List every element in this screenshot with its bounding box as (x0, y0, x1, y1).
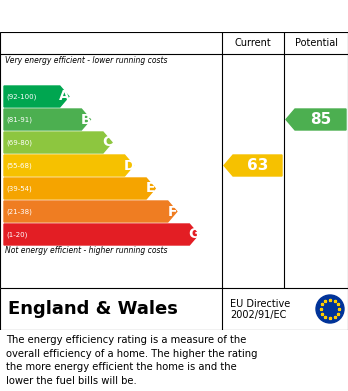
Text: EU Directive: EU Directive (230, 299, 290, 309)
Text: Current: Current (235, 38, 271, 48)
Text: E: E (146, 181, 156, 196)
Text: D: D (123, 158, 135, 172)
Text: (81-91): (81-91) (6, 116, 32, 123)
Text: B: B (81, 113, 91, 127)
Text: G: G (188, 228, 200, 242)
Text: 2002/91/EC: 2002/91/EC (230, 310, 286, 320)
Text: England & Wales: England & Wales (8, 300, 178, 318)
Text: C: C (102, 136, 113, 149)
Text: (39-54): (39-54) (6, 185, 32, 192)
Text: (1-20): (1-20) (6, 231, 27, 238)
Polygon shape (4, 201, 177, 222)
Text: The energy efficiency rating is a measure of the
overall efficiency of a home. T: The energy efficiency rating is a measur… (6, 335, 258, 386)
Text: 85: 85 (310, 112, 331, 127)
Text: Energy Efficiency Rating: Energy Efficiency Rating (14, 9, 224, 23)
Text: A: A (59, 90, 70, 104)
Text: (21-38): (21-38) (6, 208, 32, 215)
Polygon shape (286, 109, 346, 130)
Text: 63: 63 (247, 158, 268, 173)
Circle shape (316, 295, 344, 323)
Polygon shape (4, 109, 90, 130)
Polygon shape (224, 155, 282, 176)
Text: (55-68): (55-68) (6, 162, 32, 169)
Polygon shape (4, 224, 198, 245)
Polygon shape (4, 132, 112, 153)
Polygon shape (4, 178, 155, 199)
Text: Potential: Potential (294, 38, 338, 48)
Polygon shape (4, 86, 69, 107)
Text: F: F (167, 204, 177, 219)
Text: Very energy efficient - lower running costs: Very energy efficient - lower running co… (5, 56, 167, 65)
Text: Not energy efficient - higher running costs: Not energy efficient - higher running co… (5, 246, 167, 255)
Text: (92-100): (92-100) (6, 93, 37, 100)
Text: (69-80): (69-80) (6, 139, 32, 146)
Polygon shape (4, 155, 134, 176)
